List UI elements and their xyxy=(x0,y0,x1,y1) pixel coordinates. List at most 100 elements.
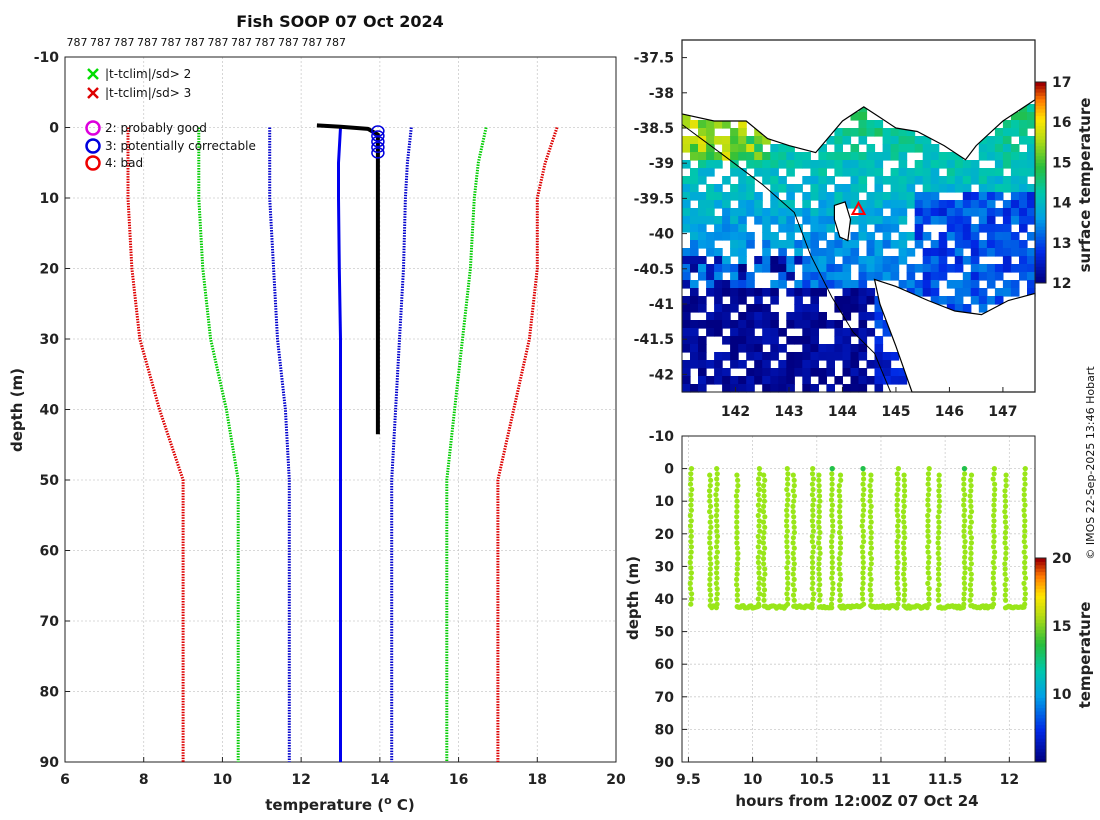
data-point xyxy=(816,524,822,530)
sst-cell xyxy=(770,288,779,297)
data-point xyxy=(688,575,694,581)
data-point xyxy=(1002,529,1009,536)
colorbar-cell xyxy=(1035,558,1046,562)
data-point xyxy=(895,497,901,503)
sst-cell xyxy=(906,264,916,273)
data-point xyxy=(784,549,790,555)
data-point xyxy=(926,596,932,602)
sst-cell xyxy=(866,168,876,177)
sst-cell xyxy=(722,224,731,233)
sst-cell xyxy=(778,272,787,281)
sst-cell xyxy=(746,376,755,385)
sst-cell xyxy=(1010,232,1020,241)
sst-cell xyxy=(922,200,932,209)
sst-cell xyxy=(842,192,852,201)
data-point xyxy=(784,476,791,482)
sst-cell xyxy=(794,208,803,217)
sst-cell xyxy=(850,112,860,121)
sst-cell xyxy=(986,192,996,201)
series-line xyxy=(126,127,185,762)
sst-cell xyxy=(802,376,811,385)
colorbar-cell xyxy=(1035,226,1046,230)
data-point xyxy=(1022,502,1028,508)
legend-label: |t-tclim|/sd> 3 xyxy=(105,86,191,100)
sst-cell xyxy=(994,184,1004,193)
sst-cell xyxy=(778,144,787,153)
sst-cell xyxy=(978,200,988,209)
sst-cell xyxy=(722,200,731,209)
sst-cell xyxy=(826,272,835,281)
data-point xyxy=(735,477,741,483)
data-point xyxy=(867,509,874,515)
colorbar-cell xyxy=(1035,581,1046,586)
sst-cell xyxy=(722,192,731,201)
sst-cell xyxy=(706,168,715,177)
colorbar-cell xyxy=(1035,108,1046,113)
sst-cell xyxy=(746,328,755,337)
sst-cell xyxy=(858,128,868,137)
sst-cell xyxy=(730,184,739,193)
sst-cell xyxy=(882,136,892,145)
data-point xyxy=(689,591,695,597)
sst-cell xyxy=(946,160,956,169)
sst-cell xyxy=(842,328,852,337)
data-point xyxy=(688,466,695,472)
sst-cell xyxy=(898,232,908,241)
sst-cell xyxy=(706,208,715,217)
sst-cell xyxy=(714,296,723,305)
data-point xyxy=(967,582,974,588)
colorbar-cell xyxy=(1035,262,1046,267)
sst-cell xyxy=(810,184,819,193)
sst-cell xyxy=(1027,168,1036,177)
sst-cell xyxy=(938,256,948,265)
y-tick-label: -37.5 xyxy=(634,51,674,67)
sst-cell xyxy=(730,376,739,385)
sst-cell xyxy=(858,280,868,289)
data-point xyxy=(836,556,842,562)
sst-cell xyxy=(738,296,747,305)
sst-cell xyxy=(770,216,779,225)
sst-cell xyxy=(914,280,924,289)
colorbar-cell xyxy=(1035,680,1046,685)
data-point xyxy=(760,535,767,541)
sst-cell xyxy=(922,232,932,241)
sst-cell xyxy=(954,288,964,297)
top-label: 787 xyxy=(161,36,182,49)
data-point xyxy=(713,512,720,519)
sst-cell xyxy=(866,216,876,225)
sst-cell xyxy=(858,104,868,113)
sst-cell xyxy=(746,368,755,377)
sst-cell xyxy=(706,328,715,337)
sst-cell xyxy=(842,240,852,249)
data-point xyxy=(809,586,815,592)
timeseries-grid xyxy=(682,436,1035,762)
sst-cell xyxy=(762,208,771,217)
data-point xyxy=(901,556,908,562)
sst-cell xyxy=(850,232,860,241)
data-point xyxy=(902,582,908,588)
main-ylabel: depth (m) xyxy=(8,368,26,452)
sst-cell xyxy=(706,120,715,129)
data-point xyxy=(861,601,867,607)
sst-cell xyxy=(762,152,771,161)
data-point xyxy=(894,554,900,560)
x-tick-label: 10 xyxy=(213,772,233,788)
y-tick-label: 20 xyxy=(655,527,675,543)
sst-cell xyxy=(922,288,932,297)
data-point xyxy=(990,476,996,482)
sst-cell xyxy=(1019,184,1028,193)
data-point xyxy=(1022,533,1028,540)
sst-cell xyxy=(730,304,739,313)
data-point xyxy=(991,533,997,540)
sst-cell xyxy=(978,248,988,257)
sst-cell xyxy=(866,296,876,305)
sst-cell xyxy=(698,224,707,233)
sst-cell xyxy=(730,344,739,353)
sst-cell xyxy=(706,376,715,385)
colorbar-cell xyxy=(1035,212,1046,217)
sst-cell xyxy=(1010,288,1020,297)
sst-cell xyxy=(738,168,747,177)
colorbar-cell xyxy=(1035,222,1046,227)
data-point xyxy=(990,559,996,566)
sst-cell xyxy=(682,216,691,225)
